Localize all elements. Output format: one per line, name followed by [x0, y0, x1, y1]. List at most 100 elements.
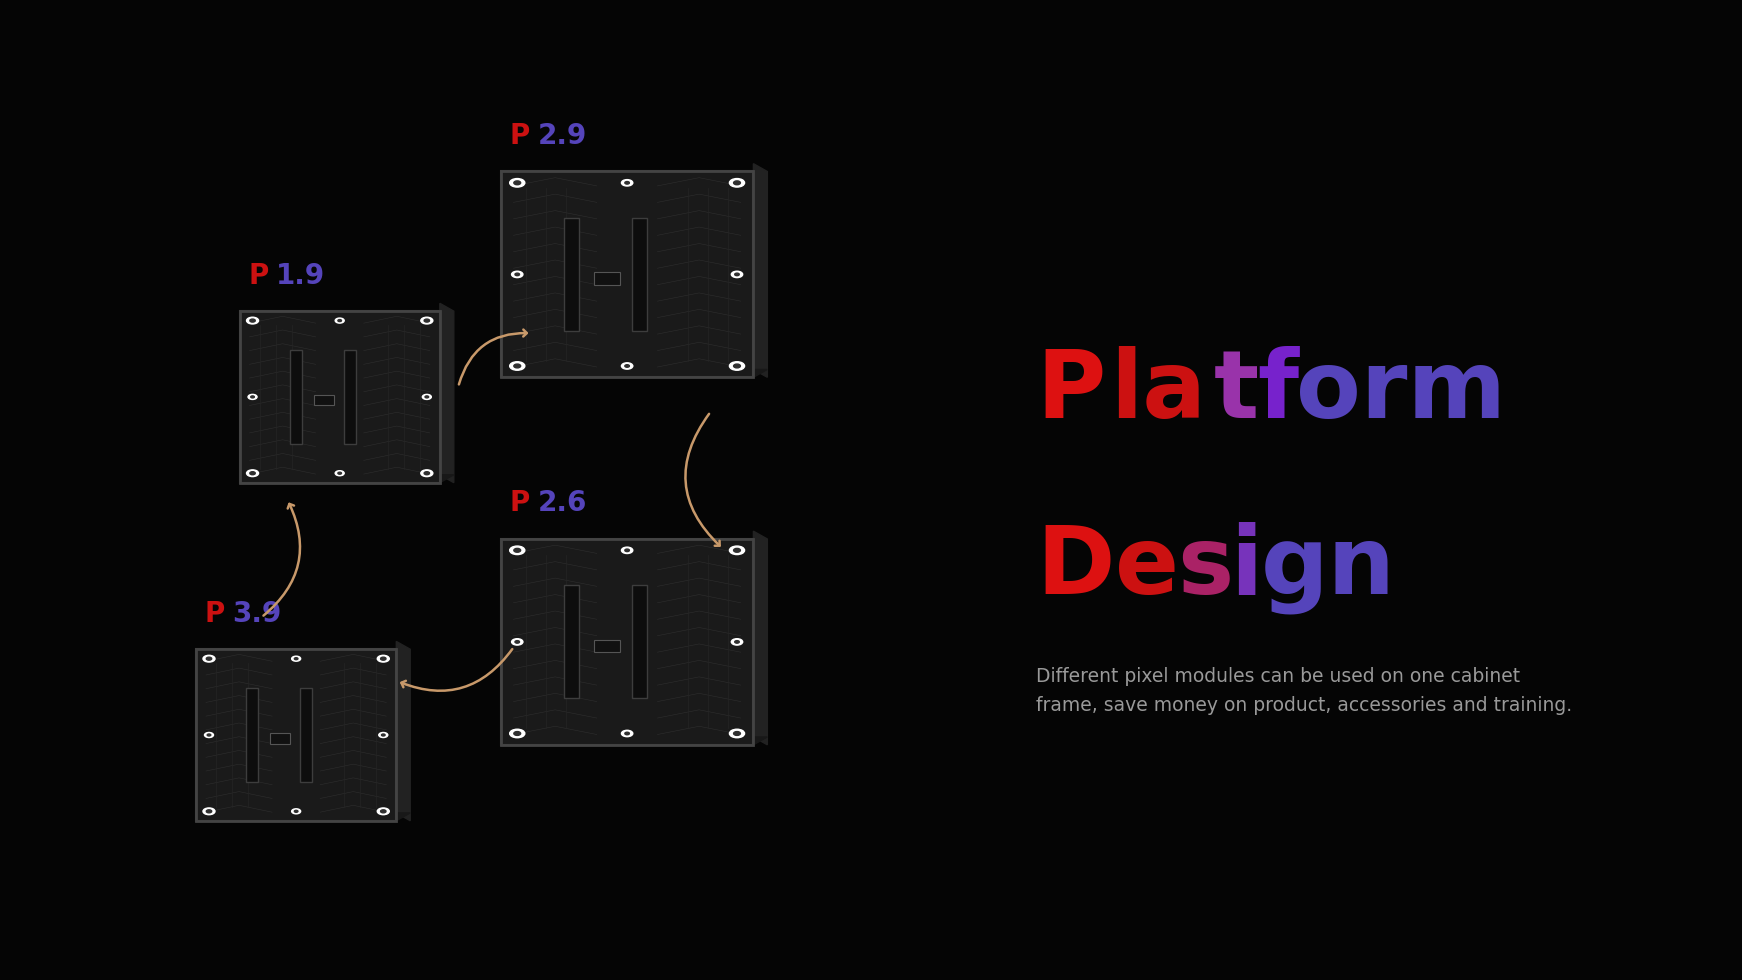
Circle shape [251, 396, 254, 398]
Circle shape [514, 181, 521, 185]
Bar [240, 312, 439, 483]
Bar [300, 688, 312, 782]
Circle shape [380, 658, 387, 661]
Circle shape [730, 546, 744, 555]
Circle shape [625, 181, 629, 184]
Text: f: f [1258, 346, 1300, 438]
Text: t: t [1214, 346, 1259, 438]
Circle shape [510, 178, 524, 187]
Circle shape [625, 365, 629, 368]
Circle shape [733, 181, 740, 185]
Text: i: i [1230, 522, 1263, 614]
Bar [502, 539, 753, 745]
Bar [197, 649, 397, 821]
Text: D: D [1036, 522, 1115, 614]
Circle shape [622, 547, 632, 554]
Circle shape [423, 471, 430, 474]
Polygon shape [753, 531, 766, 745]
Circle shape [512, 271, 523, 277]
Circle shape [733, 549, 740, 553]
Bar [594, 272, 620, 284]
Circle shape [334, 318, 345, 323]
Circle shape [294, 658, 298, 660]
Bar [502, 172, 753, 377]
Circle shape [338, 472, 341, 474]
Text: P: P [509, 489, 530, 517]
Circle shape [206, 658, 213, 661]
Text: e: e [1115, 522, 1179, 614]
Circle shape [204, 732, 214, 738]
Circle shape [622, 179, 632, 186]
Circle shape [622, 363, 632, 369]
Text: s: s [1178, 522, 1233, 614]
Circle shape [514, 731, 521, 735]
Circle shape [423, 319, 430, 322]
Text: P: P [1036, 346, 1106, 438]
Bar [197, 649, 397, 821]
Circle shape [291, 808, 301, 813]
Circle shape [378, 732, 388, 738]
Bar [564, 585, 578, 699]
Bar [314, 395, 334, 406]
Circle shape [291, 657, 301, 662]
Circle shape [249, 471, 256, 474]
Polygon shape [397, 641, 411, 821]
Circle shape [247, 469, 258, 476]
Polygon shape [753, 164, 766, 377]
Circle shape [422, 318, 432, 324]
Circle shape [516, 273, 519, 275]
Circle shape [735, 273, 739, 275]
Circle shape [425, 396, 429, 398]
Text: 2.6: 2.6 [537, 489, 587, 517]
Circle shape [733, 364, 740, 368]
Bar [289, 350, 301, 444]
Text: la: la [1110, 346, 1205, 438]
Bar [632, 585, 648, 699]
Bar [343, 350, 355, 444]
Circle shape [730, 178, 744, 187]
Bar [594, 640, 620, 653]
Polygon shape [197, 813, 411, 821]
Circle shape [207, 734, 211, 736]
Circle shape [730, 362, 744, 370]
Text: orm: orm [1296, 346, 1507, 438]
Circle shape [732, 639, 742, 645]
Circle shape [625, 732, 629, 735]
Circle shape [512, 639, 523, 645]
Circle shape [732, 271, 742, 277]
Text: P: P [206, 600, 225, 627]
Bar [246, 688, 258, 782]
Circle shape [516, 641, 519, 643]
Text: 3.9: 3.9 [233, 600, 282, 627]
Polygon shape [240, 475, 453, 483]
Circle shape [334, 470, 345, 475]
Circle shape [294, 810, 298, 812]
Circle shape [204, 656, 214, 662]
Bar [502, 539, 753, 745]
Bar [240, 312, 439, 483]
Circle shape [247, 394, 258, 400]
Circle shape [249, 319, 256, 322]
Circle shape [338, 319, 341, 321]
Bar [502, 172, 753, 377]
Circle shape [625, 549, 629, 552]
Circle shape [206, 809, 213, 812]
Circle shape [247, 318, 258, 324]
Circle shape [510, 362, 524, 370]
Text: gn: gn [1261, 522, 1395, 614]
Circle shape [380, 809, 387, 812]
Circle shape [422, 469, 432, 476]
Polygon shape [439, 304, 453, 483]
Text: 2.9: 2.9 [537, 122, 587, 150]
Circle shape [378, 656, 388, 662]
Text: P: P [509, 122, 530, 150]
Polygon shape [502, 369, 766, 377]
Bar [270, 733, 291, 744]
Circle shape [510, 729, 524, 738]
Circle shape [204, 808, 214, 814]
Circle shape [622, 730, 632, 737]
Circle shape [735, 641, 739, 643]
Text: 1.9: 1.9 [277, 262, 326, 290]
Polygon shape [502, 737, 766, 745]
Circle shape [733, 731, 740, 735]
